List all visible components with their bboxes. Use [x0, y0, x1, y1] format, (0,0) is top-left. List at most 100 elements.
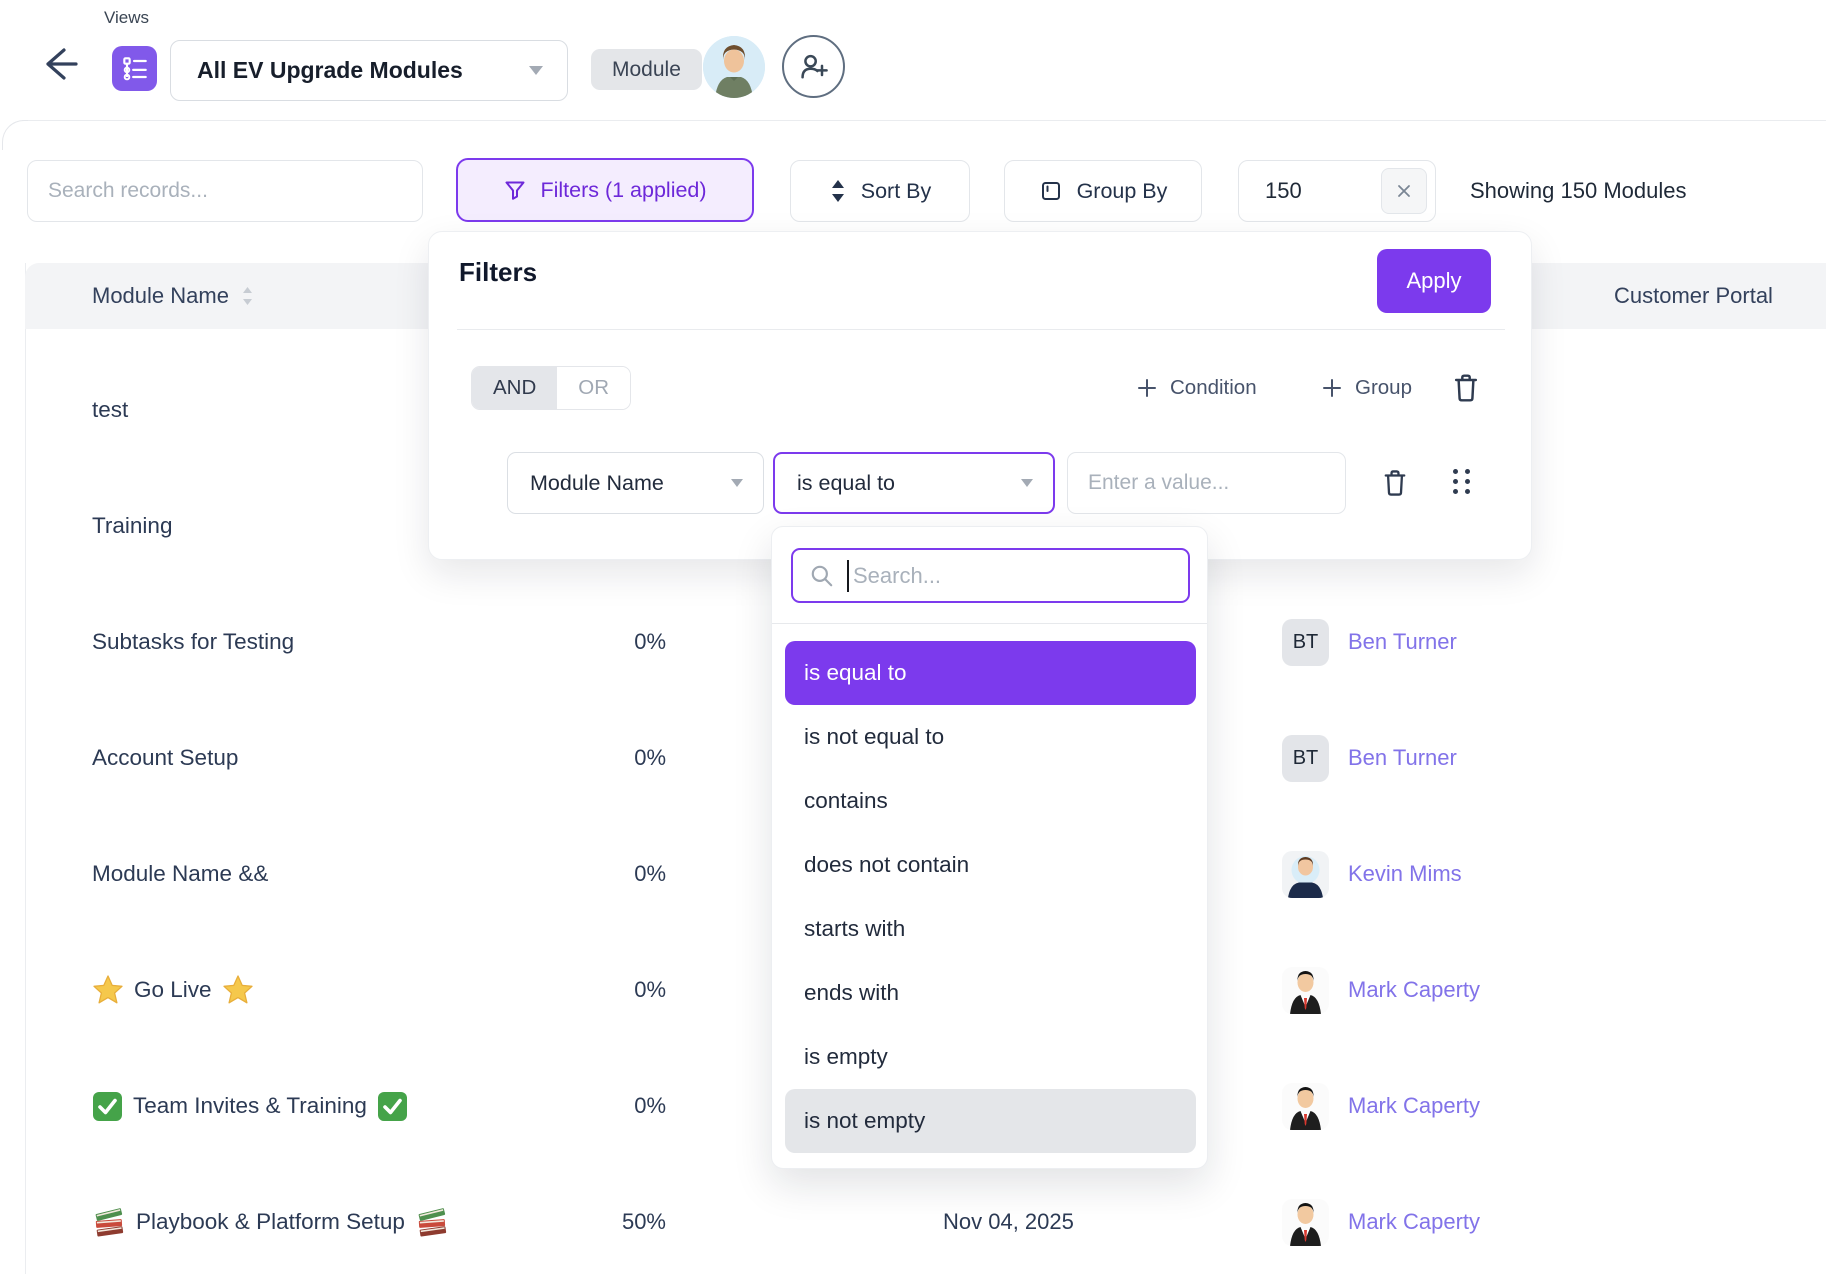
logic-or-option[interactable]: OR — [557, 367, 631, 409]
operator-option[interactable]: starts with — [804, 916, 906, 941]
module-name-cell[interactable]: Account Setup — [92, 700, 238, 816]
person-add-icon — [800, 54, 828, 79]
books-icon — [92, 1206, 126, 1238]
funnel-icon — [505, 181, 525, 200]
owner-cell[interactable]: Kevin Mims — [1282, 816, 1462, 932]
customer-portal-header-label: Customer Portal — [1614, 283, 1773, 308]
module-name-text: Training — [92, 513, 173, 538]
table-row[interactable]: Training — [25, 468, 1826, 584]
module-name-text: Go Live — [134, 977, 212, 1002]
column-header-module-name[interactable]: Module Name — [92, 263, 254, 329]
filters-panel: Filters Apply AND OR Condition Group Mod… — [428, 231, 1532, 560]
view-type-button[interactable] — [112, 46, 157, 91]
user-photo-icon — [703, 36, 765, 98]
delete-condition-button[interactable] — [1381, 468, 1409, 503]
module-name-text: Team Invites & Training — [133, 1093, 367, 1118]
module-name-cell[interactable]: Go Live — [92, 932, 254, 1048]
view-selector-dropdown[interactable]: All EV Upgrade Modules — [170, 40, 568, 101]
chevron-down-icon — [1021, 479, 1033, 487]
view-selector-value: All EV Upgrade Modules — [197, 57, 463, 83]
page-size-input[interactable] — [1239, 161, 1369, 220]
logic-and-option[interactable]: AND — [472, 367, 558, 409]
module-name-cell[interactable]: Module Name && — [92, 816, 268, 932]
mark-caperty-avatar-icon — [1282, 1198, 1329, 1246]
kevin-mims-avatar-icon — [1282, 850, 1329, 898]
module-name-cell[interactable]: test — [92, 352, 128, 468]
record-count-status: Showing 150 Modules — [1470, 178, 1687, 203]
table-row[interactable]: Account Setup 0% BT Ben Turner — [25, 700, 1826, 816]
owner-link[interactable]: Mark Caperty — [1348, 977, 1481, 1002]
operator-option[interactable]: ends with — [804, 980, 900, 1005]
table-row[interactable]: test — [25, 352, 1826, 468]
owner-cell[interactable]: Mark Caperty — [1282, 1048, 1480, 1164]
avatar-photo — [1282, 1082, 1329, 1130]
operator-option[interactable]: does not contain — [804, 852, 970, 877]
operator-select[interactable]: is equal to — [773, 452, 1055, 514]
page-size-box — [1238, 160, 1436, 222]
add-group-button[interactable]: Group — [1321, 366, 1412, 410]
module-name-cell[interactable]: Team Invites & Training — [92, 1048, 408, 1164]
chevron-down-icon — [529, 66, 543, 75]
progress-cell: 0% — [634, 977, 666, 1002]
field-select[interactable]: Module Name — [507, 452, 764, 514]
tree-view-icon — [122, 56, 147, 80]
operator-option[interactable]: contains — [804, 788, 888, 813]
table-row[interactable]: Go Live 0% Mark Caperty — [25, 932, 1826, 1048]
sort-by-label: Sort By — [860, 178, 932, 203]
operator-option[interactable]: is not equal to — [804, 724, 945, 749]
owner-link[interactable]: Kevin Mims — [1348, 861, 1462, 886]
owner-link[interactable]: Ben Turner — [1348, 745, 1457, 770]
module-name-text: Playbook & Platform Setup — [136, 1209, 405, 1234]
owner-link[interactable]: Mark Caperty — [1348, 1093, 1481, 1118]
close-icon — [1398, 185, 1410, 197]
due-date-cell: Nov 04, 2025 — [943, 1209, 1074, 1234]
column-header-customer-portal[interactable]: Customer Portal — [1614, 263, 1773, 329]
table-row[interactable]: Module Name && 0% Kevin Mims — [25, 816, 1826, 932]
mark-caperty-avatar-icon — [1282, 966, 1329, 1014]
owner-cell[interactable]: Mark Caperty — [1282, 1164, 1480, 1280]
filters-panel-title: Filters — [459, 257, 538, 287]
owner-link[interactable]: Ben Turner — [1348, 629, 1457, 654]
table-row[interactable]: Subtasks for Testing 0% BT Ben Turner — [25, 584, 1826, 700]
current-user-avatar[interactable] — [703, 36, 765, 98]
column-sort-icon — [242, 287, 252, 305]
dropdown-search-box[interactable] — [791, 548, 1190, 603]
module-name-header-label: Module Name — [92, 283, 229, 308]
module-name-cell[interactable]: Playbook & Platform Setup — [92, 1164, 449, 1280]
drag-handle[interactable] — [1453, 469, 1473, 497]
logic-toggle: AND OR — [471, 366, 632, 410]
back-button[interactable] — [36, 42, 80, 86]
owner-link[interactable]: Mark Caperty — [1348, 1209, 1481, 1234]
avatar-photo — [1282, 850, 1329, 898]
mark-caperty-avatar-icon — [1282, 1082, 1329, 1130]
group-by-button[interactable]: Group By — [1004, 160, 1202, 222]
add-condition-button[interactable]: Condition — [1136, 366, 1257, 410]
table-row[interactable]: Playbook & Platform Setup 50% Nov 04, 20… — [25, 1164, 1826, 1280]
owner-cell[interactable]: BT Ben Turner — [1282, 700, 1457, 816]
avatar-initials: BT — [1282, 734, 1329, 782]
module-name-cell[interactable]: Training — [92, 468, 172, 584]
module-name-text: Module Name && — [92, 861, 269, 886]
group-by-label: Group By — [1076, 178, 1168, 203]
table-row[interactable]: Team Invites & Training 0% Mark Caperty — [25, 1048, 1826, 1164]
board-icon — [1041, 182, 1060, 200]
module-name-cell[interactable]: Subtasks for Testing — [92, 584, 294, 700]
delete-filter-group-button[interactable] — [1451, 372, 1481, 409]
sort-by-button[interactable]: Sort By — [790, 160, 970, 222]
dropdown-search-input[interactable] — [849, 562, 1188, 589]
dropdown-divider — [772, 623, 1207, 624]
owner-cell[interactable]: BT Ben Turner — [1282, 584, 1457, 700]
sort-arrows-icon — [831, 180, 844, 202]
add-user-button[interactable] — [782, 35, 845, 98]
chevron-down-icon — [731, 479, 743, 487]
operator-option[interactable]: is empty — [804, 1044, 888, 1069]
clear-page-size-button[interactable] — [1381, 168, 1427, 214]
owner-cell[interactable]: Mark Caperty — [1282, 932, 1480, 1048]
operator-option-hovered[interactable]: is not empty — [785, 1089, 1196, 1153]
operator-option-selected[interactable]: is equal to — [785, 641, 1196, 705]
search-input[interactable] — [27, 160, 423, 222]
apply-filters-button[interactable]: Apply — [1377, 249, 1491, 313]
filters-button[interactable]: Filters (1 applied) — [456, 158, 754, 222]
filters-panel-divider — [457, 329, 1505, 330]
filter-value-input[interactable] — [1067, 452, 1346, 514]
